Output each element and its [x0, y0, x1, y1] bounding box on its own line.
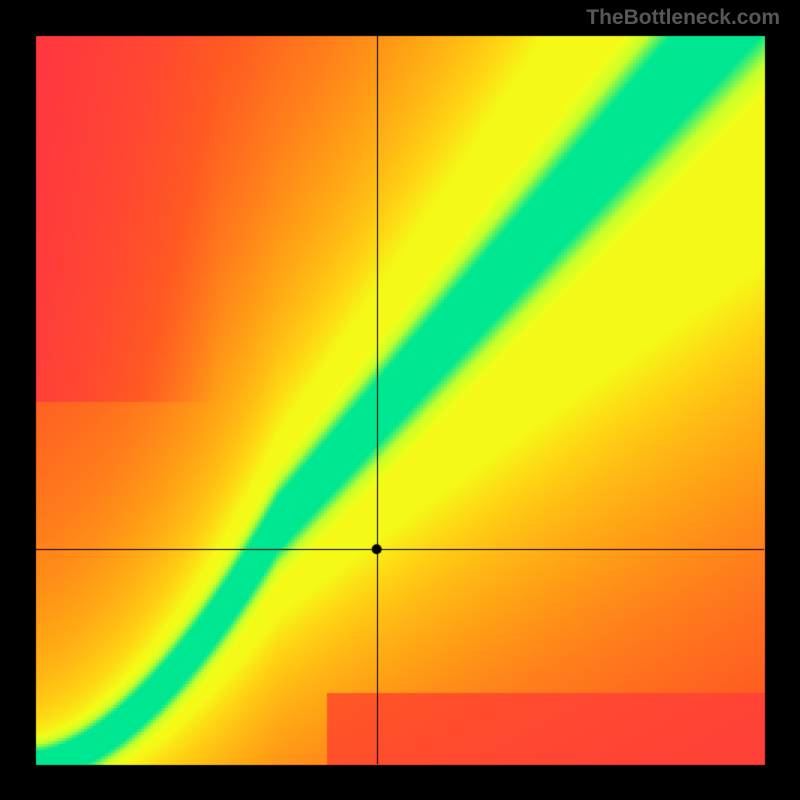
watermark-text: TheBottleneck.com — [586, 6, 780, 30]
chart-container: TheBottleneck.com — [0, 0, 800, 800]
bottleneck-heatmap — [0, 0, 800, 800]
